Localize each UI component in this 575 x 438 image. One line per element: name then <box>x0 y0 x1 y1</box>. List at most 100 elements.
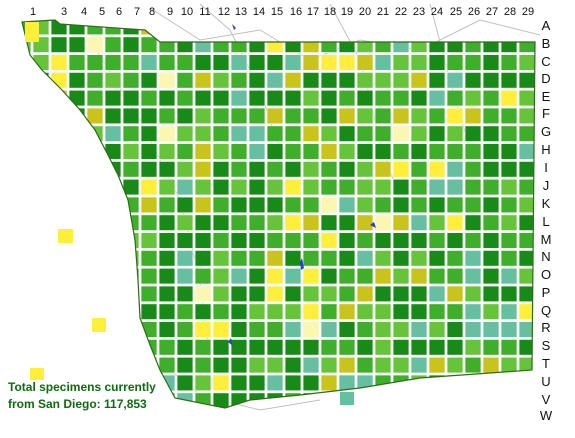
grid-cell <box>464 178 482 196</box>
grid-cell <box>230 72 248 89</box>
grid-cell <box>86 143 104 160</box>
grid-cell <box>248 374 266 392</box>
column-label: 28 <box>503 6 517 18</box>
grid-cell <box>266 232 284 249</box>
grid-cell <box>410 54 428 71</box>
column-label: 7 <box>133 6 141 18</box>
grid-cell <box>50 249 68 267</box>
island-cell <box>92 318 106 332</box>
grid-cell <box>428 338 446 356</box>
grid-cell <box>140 232 158 249</box>
island-cell <box>25 22 39 42</box>
grid-cell <box>122 267 140 285</box>
grid-cell <box>428 54 446 71</box>
grid-cell <box>374 214 392 232</box>
grid-cell <box>122 54 140 71</box>
column-label: 1 <box>29 6 37 18</box>
grid-cell <box>374 232 392 249</box>
grid-cell <box>230 285 248 303</box>
grid-cell <box>302 160 320 178</box>
grid-cell <box>464 285 482 303</box>
grid-cell <box>284 285 302 303</box>
grid-cell <box>464 143 482 160</box>
grid-cell <box>320 338 338 356</box>
grid-cell <box>248 321 266 338</box>
grid-cell <box>176 160 194 178</box>
grid-cell <box>338 338 356 356</box>
grid-cell <box>482 72 500 89</box>
grid-cell <box>22 160 32 178</box>
grid-cell <box>464 20 482 36</box>
grid-cell <box>500 374 518 392</box>
grid-cell <box>482 321 500 338</box>
grid-cell <box>500 72 518 89</box>
grid-cell <box>140 125 158 143</box>
grid-cell <box>446 143 464 160</box>
grid-cell <box>338 196 356 214</box>
grid-cell <box>248 267 266 285</box>
grid-cell <box>32 107 50 125</box>
grid-cell <box>428 72 446 89</box>
grid-cell <box>266 89 284 107</box>
grid-cell <box>104 303 122 320</box>
grid-cell <box>500 232 518 249</box>
grid-cell <box>338 321 356 338</box>
grid-cell <box>104 267 122 285</box>
grid-cell <box>212 196 230 214</box>
grid-cell <box>446 285 464 303</box>
grid-cell <box>302 321 320 338</box>
grid-cell <box>410 338 428 356</box>
grid-cell <box>140 178 158 196</box>
grid-cell <box>140 36 158 53</box>
grid-cell <box>356 267 374 285</box>
grid-cell <box>446 321 464 338</box>
row-label: C <box>541 54 551 69</box>
grid-cell <box>248 36 266 53</box>
grid-cell <box>140 285 158 303</box>
grid-cell <box>266 285 284 303</box>
grid-cell <box>374 178 392 196</box>
grid-cell <box>302 249 320 267</box>
grid-cell <box>22 89 32 107</box>
grid-cell <box>410 392 428 408</box>
grid-cell <box>50 72 68 89</box>
grid-cell <box>122 285 140 303</box>
grid-cell <box>230 143 248 160</box>
grid-cell <box>158 160 176 178</box>
grid-cell <box>338 285 356 303</box>
grid-cell <box>320 392 338 408</box>
column-label: 8 <box>148 6 156 18</box>
grid-cell <box>446 214 464 232</box>
grid-cell <box>482 125 500 143</box>
grid-cell <box>500 160 518 178</box>
grid-cell <box>122 338 140 356</box>
island-cell <box>58 229 73 243</box>
grid-cell <box>122 20 140 36</box>
grid-cell <box>482 392 500 408</box>
grid-cell <box>68 338 86 356</box>
grid-cell <box>392 338 410 356</box>
grid-cell <box>86 214 104 232</box>
grid-cell <box>320 303 338 320</box>
grid-cell <box>86 54 104 71</box>
grid-cell <box>104 321 122 338</box>
column-label: 29 <box>521 6 535 18</box>
grid-cell <box>446 356 464 374</box>
grid-cell <box>194 89 212 107</box>
grid-cell <box>320 160 338 178</box>
grid-cell <box>500 125 518 143</box>
grid-cell <box>176 72 194 89</box>
grid-cell <box>22 303 32 320</box>
grid-cell <box>86 267 104 285</box>
grid-cell <box>230 160 248 178</box>
grid-cell <box>140 267 158 285</box>
grid-cell <box>338 232 356 249</box>
grid-cell <box>230 36 248 53</box>
grid-cell <box>266 160 284 178</box>
grid-cell <box>482 214 500 232</box>
grid-cell <box>122 143 140 160</box>
grid-cell <box>158 214 176 232</box>
grid-cell <box>428 125 446 143</box>
grid-cell <box>392 196 410 214</box>
grid-cell <box>320 89 338 107</box>
